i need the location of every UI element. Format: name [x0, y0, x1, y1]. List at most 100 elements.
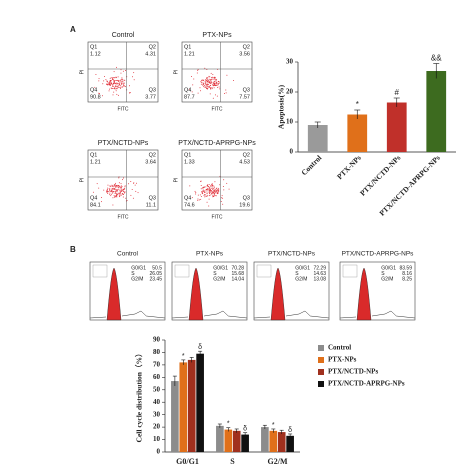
event-dot: [114, 86, 116, 88]
event-dot: [124, 79, 126, 81]
event-dot: [121, 193, 123, 195]
x-axis-label: FITC: [211, 106, 222, 112]
event-dot: [211, 192, 213, 194]
event-dot: [214, 81, 216, 83]
event-dot: [210, 88, 212, 90]
event-dot: [211, 88, 213, 90]
event-dot: [191, 197, 193, 199]
stat-label: S: [131, 271, 135, 277]
event-dot: [216, 191, 218, 193]
x-tick-label: S: [230, 457, 235, 466]
event-dot: [116, 66, 118, 68]
stat-value: 26.05: [149, 271, 162, 277]
legend-box: [174, 264, 190, 278]
event-dot: [112, 85, 114, 87]
bar: [196, 353, 204, 452]
event-dot: [202, 83, 204, 85]
event-dot: [112, 79, 114, 81]
significance-label: δ: [198, 344, 202, 351]
quadrant-name: Q1: [90, 44, 97, 50]
event-dot: [118, 87, 120, 89]
event-dot: [114, 182, 116, 184]
event-dot: [188, 88, 190, 90]
background-trace: [253, 310, 330, 319]
event-dot: [213, 79, 215, 81]
event-dot: [233, 79, 235, 81]
histogram-frame: [253, 261, 330, 321]
event-dot: [131, 188, 133, 190]
event-dot: [207, 84, 209, 86]
bar: [216, 425, 224, 452]
event-dot: [206, 201, 208, 203]
event-dot: [214, 77, 216, 79]
event-dot: [124, 188, 126, 190]
event-dot: [133, 72, 135, 74]
event-dot: [106, 188, 108, 190]
event-dot: [219, 88, 221, 90]
g1-peak: [356, 267, 372, 321]
stat-value: 14.63: [313, 271, 326, 277]
stat-label: G0/G1: [381, 265, 396, 271]
event-dot: [115, 82, 117, 84]
event-dot: [207, 79, 209, 81]
event-dot: [211, 193, 213, 195]
event-dot: [108, 187, 110, 189]
event-dot: [134, 184, 136, 186]
quadrant-value: 11.1: [146, 202, 156, 208]
event-dot: [209, 93, 211, 95]
event-dot: [112, 94, 114, 96]
event-dot: [113, 79, 115, 81]
event-dot: [213, 188, 215, 190]
event-dot: [216, 187, 218, 189]
background-trace: [89, 310, 166, 319]
event-dot: [124, 185, 126, 187]
event-dot: [215, 190, 217, 192]
event-dot: [113, 191, 115, 193]
event-dot: [211, 82, 213, 84]
event-dot: [124, 70, 126, 72]
event-dot: [120, 81, 122, 83]
bar: [179, 362, 188, 452]
event-dot: [114, 185, 116, 187]
significance-label: *: [182, 353, 185, 360]
background-trace: [171, 310, 248, 319]
event-dot: [204, 81, 206, 83]
event-dot: [107, 83, 109, 85]
event-dot: [107, 191, 109, 193]
event-dot: [122, 193, 124, 195]
event-dot: [128, 183, 130, 185]
event-dot: [112, 188, 114, 190]
event-dot: [117, 85, 119, 87]
event-dot: [212, 188, 214, 190]
quadrant-value: 4.31: [145, 51, 156, 57]
event-dot: [204, 196, 206, 198]
event-dot: [209, 195, 211, 197]
event-dot: [217, 83, 219, 85]
event-dot: [216, 81, 218, 83]
significance-label: &&: [431, 54, 442, 63]
event-dot: [207, 80, 209, 82]
event-dot: [104, 75, 106, 77]
event-dot: [221, 197, 223, 199]
quadrant-value: 4.53: [239, 159, 250, 165]
event-dot: [212, 187, 214, 189]
stat-label: S: [381, 271, 385, 277]
event-dot: [203, 195, 205, 197]
event-dot: [200, 188, 202, 190]
background-trace: [339, 310, 416, 319]
event-dot: [109, 194, 111, 196]
event-dot: [110, 193, 112, 195]
event-dot: [209, 192, 211, 194]
event-dot: [205, 186, 207, 188]
plot-frame: [87, 149, 159, 211]
event-dot: [206, 84, 208, 86]
event-dot: [119, 80, 121, 82]
significance-label: δ: [288, 427, 292, 434]
event-dot: [124, 186, 126, 188]
event-dot: [213, 87, 215, 89]
histogram-title: Control: [117, 251, 139, 258]
event-dot: [226, 182, 228, 184]
g1-peak: [270, 267, 286, 321]
event-dot: [118, 187, 120, 189]
event-dot: [206, 77, 208, 79]
